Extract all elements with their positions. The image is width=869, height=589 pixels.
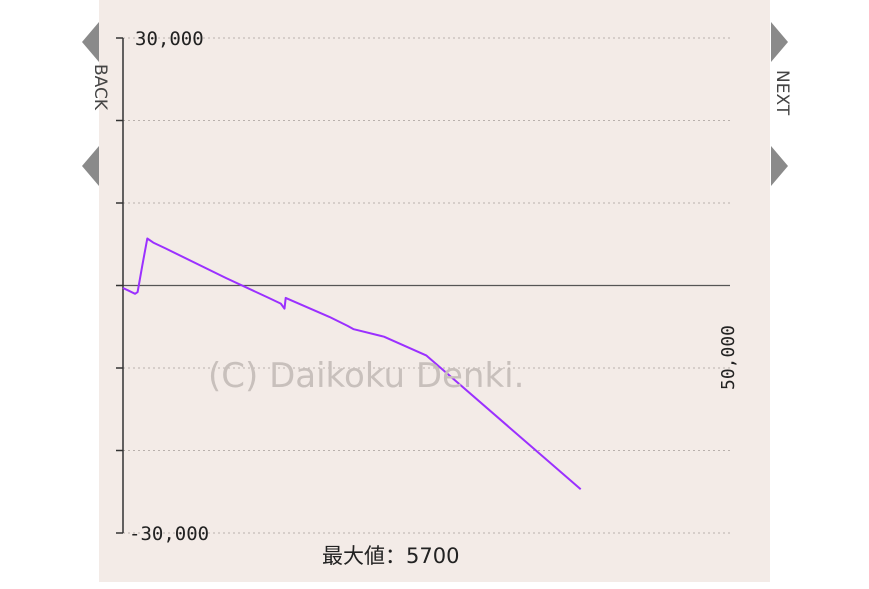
series-line (122, 237, 582, 491)
max-value-label: 最大値：5700 (322, 544, 460, 568)
next-arrow-up-icon[interactable] (771, 22, 788, 62)
y-tick-label-top: 30,000 (135, 28, 204, 50)
next-arrow-down-icon[interactable] (771, 146, 788, 186)
back-arrow-down-icon[interactable] (82, 146, 99, 186)
watermark-text: (C) Daikoku Denki. (208, 356, 525, 396)
chart-panel (99, 0, 770, 582)
y-tick-label-bottom: -30,000 (129, 523, 209, 545)
back-arrow-up-icon[interactable] (82, 22, 99, 62)
x-max-tick-label: 50,000 (718, 324, 739, 390)
